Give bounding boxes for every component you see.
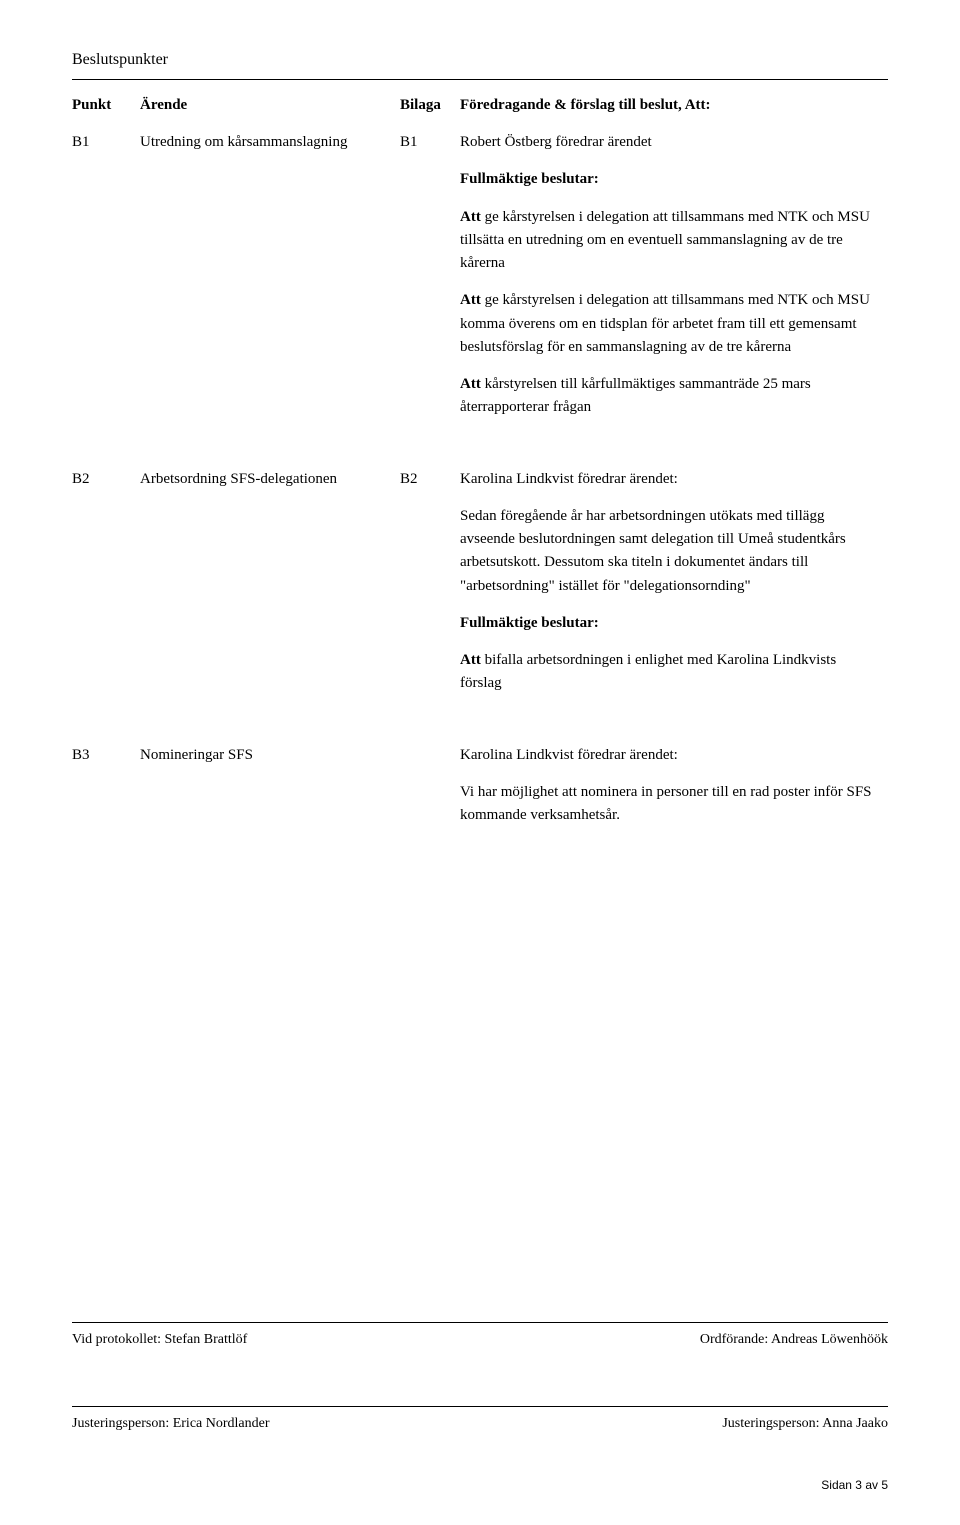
- cell-punkt: B3: [72, 740, 140, 832]
- col-punkt: Punkt: [72, 90, 140, 127]
- cell-arende: Arbetsordning SFS-delegationen: [140, 464, 400, 700]
- sig-ordforande: Ordförande: Andreas Löwenhöök: [700, 1329, 888, 1351]
- para: Vi har möjlighet att nominera in persone…: [460, 781, 880, 828]
- cell-arende: Nomineringar SFS: [140, 740, 400, 832]
- cell-punkt: B2: [72, 464, 140, 700]
- att-lead: Att: [460, 292, 481, 308]
- para: Att ge kårstyrelsen i delegation att til…: [460, 206, 880, 276]
- cell-arende: Utredning om kårsammanslagning: [140, 127, 400, 424]
- row-gap: [72, 700, 888, 740]
- para-bold: Fullmäktige beslutar:: [460, 612, 880, 635]
- decision-table: Punkt Ärende Bilaga Föredragande & försl…: [72, 90, 888, 832]
- cell-bilaga: B2: [400, 464, 460, 700]
- cell-content: Karolina Lindkvist föredrar ärendet: Sed…: [460, 464, 888, 700]
- col-arende: Ärende: [140, 90, 400, 127]
- para: Karolina Lindkvist föredrar ärendet:: [460, 744, 880, 767]
- att-rest: kårstyrelsen till kårfullmäktiges samman…: [460, 376, 811, 415]
- section-heading: Beslutspunkter: [72, 48, 888, 80]
- table-row: B2 Arbetsordning SFS-delegationen B2 Kar…: [72, 464, 888, 700]
- signature-row: Vid protokollet: Stefan Brattlöf Ordföra…: [72, 1322, 888, 1351]
- col-foredragande: Föredragande & förslag till beslut, Att:: [460, 90, 888, 127]
- para-bold: Fullmäktige beslutar:: [460, 168, 880, 191]
- att-rest: ge kårstyrelsen i delegation att tillsam…: [460, 292, 870, 355]
- signature-row: Justeringsperson: Erica Nordlander Juste…: [72, 1406, 888, 1435]
- page-number: Sidan 3 av 5: [821, 1476, 888, 1495]
- cell-content: Robert Östberg föredrar ärendet Fullmäkt…: [460, 127, 888, 424]
- para: Karolina Lindkvist föredrar ärendet:: [460, 468, 880, 491]
- signature-block: Vid protokollet: Stefan Brattlöf Ordföra…: [72, 1322, 888, 1435]
- table-row: B1 Utredning om kårsammanslagning B1 Rob…: [72, 127, 888, 424]
- att-lead: Att: [460, 652, 481, 668]
- cell-bilaga: B1: [400, 127, 460, 424]
- cell-punkt: B1: [72, 127, 140, 424]
- table-header-row: Punkt Ärende Bilaga Föredragande & försl…: [72, 90, 888, 127]
- att-lead: Att: [460, 209, 481, 225]
- sig-protokoll: Vid protokollet: Stefan Brattlöf: [72, 1329, 247, 1351]
- table-row: B3 Nomineringar SFS Karolina Lindkvist f…: [72, 740, 888, 832]
- para: Att bifalla arbetsordningen i enlighet m…: [460, 649, 880, 696]
- col-bilaga: Bilaga: [400, 90, 460, 127]
- para: Sedan föregående år har arbetsordningen …: [460, 505, 880, 598]
- para: Att ge kårstyrelsen i delegation att til…: [460, 289, 880, 359]
- row-gap: [72, 424, 888, 464]
- att-rest: bifalla arbetsordningen i enlighet med K…: [460, 652, 836, 691]
- sig-justerare-2: Justeringsperson: Anna Jaako: [722, 1413, 888, 1435]
- para: Att kårstyrelsen till kårfullmäktiges sa…: [460, 373, 880, 420]
- cell-bilaga: [400, 740, 460, 832]
- cell-content: Karolina Lindkvist föredrar ärendet: Vi …: [460, 740, 888, 832]
- sig-justerare-1: Justeringsperson: Erica Nordlander: [72, 1413, 270, 1435]
- att-rest: ge kårstyrelsen i delegation att tillsam…: [460, 209, 870, 272]
- para: Robert Östberg föredrar ärendet: [460, 131, 880, 154]
- att-lead: Att: [460, 376, 481, 392]
